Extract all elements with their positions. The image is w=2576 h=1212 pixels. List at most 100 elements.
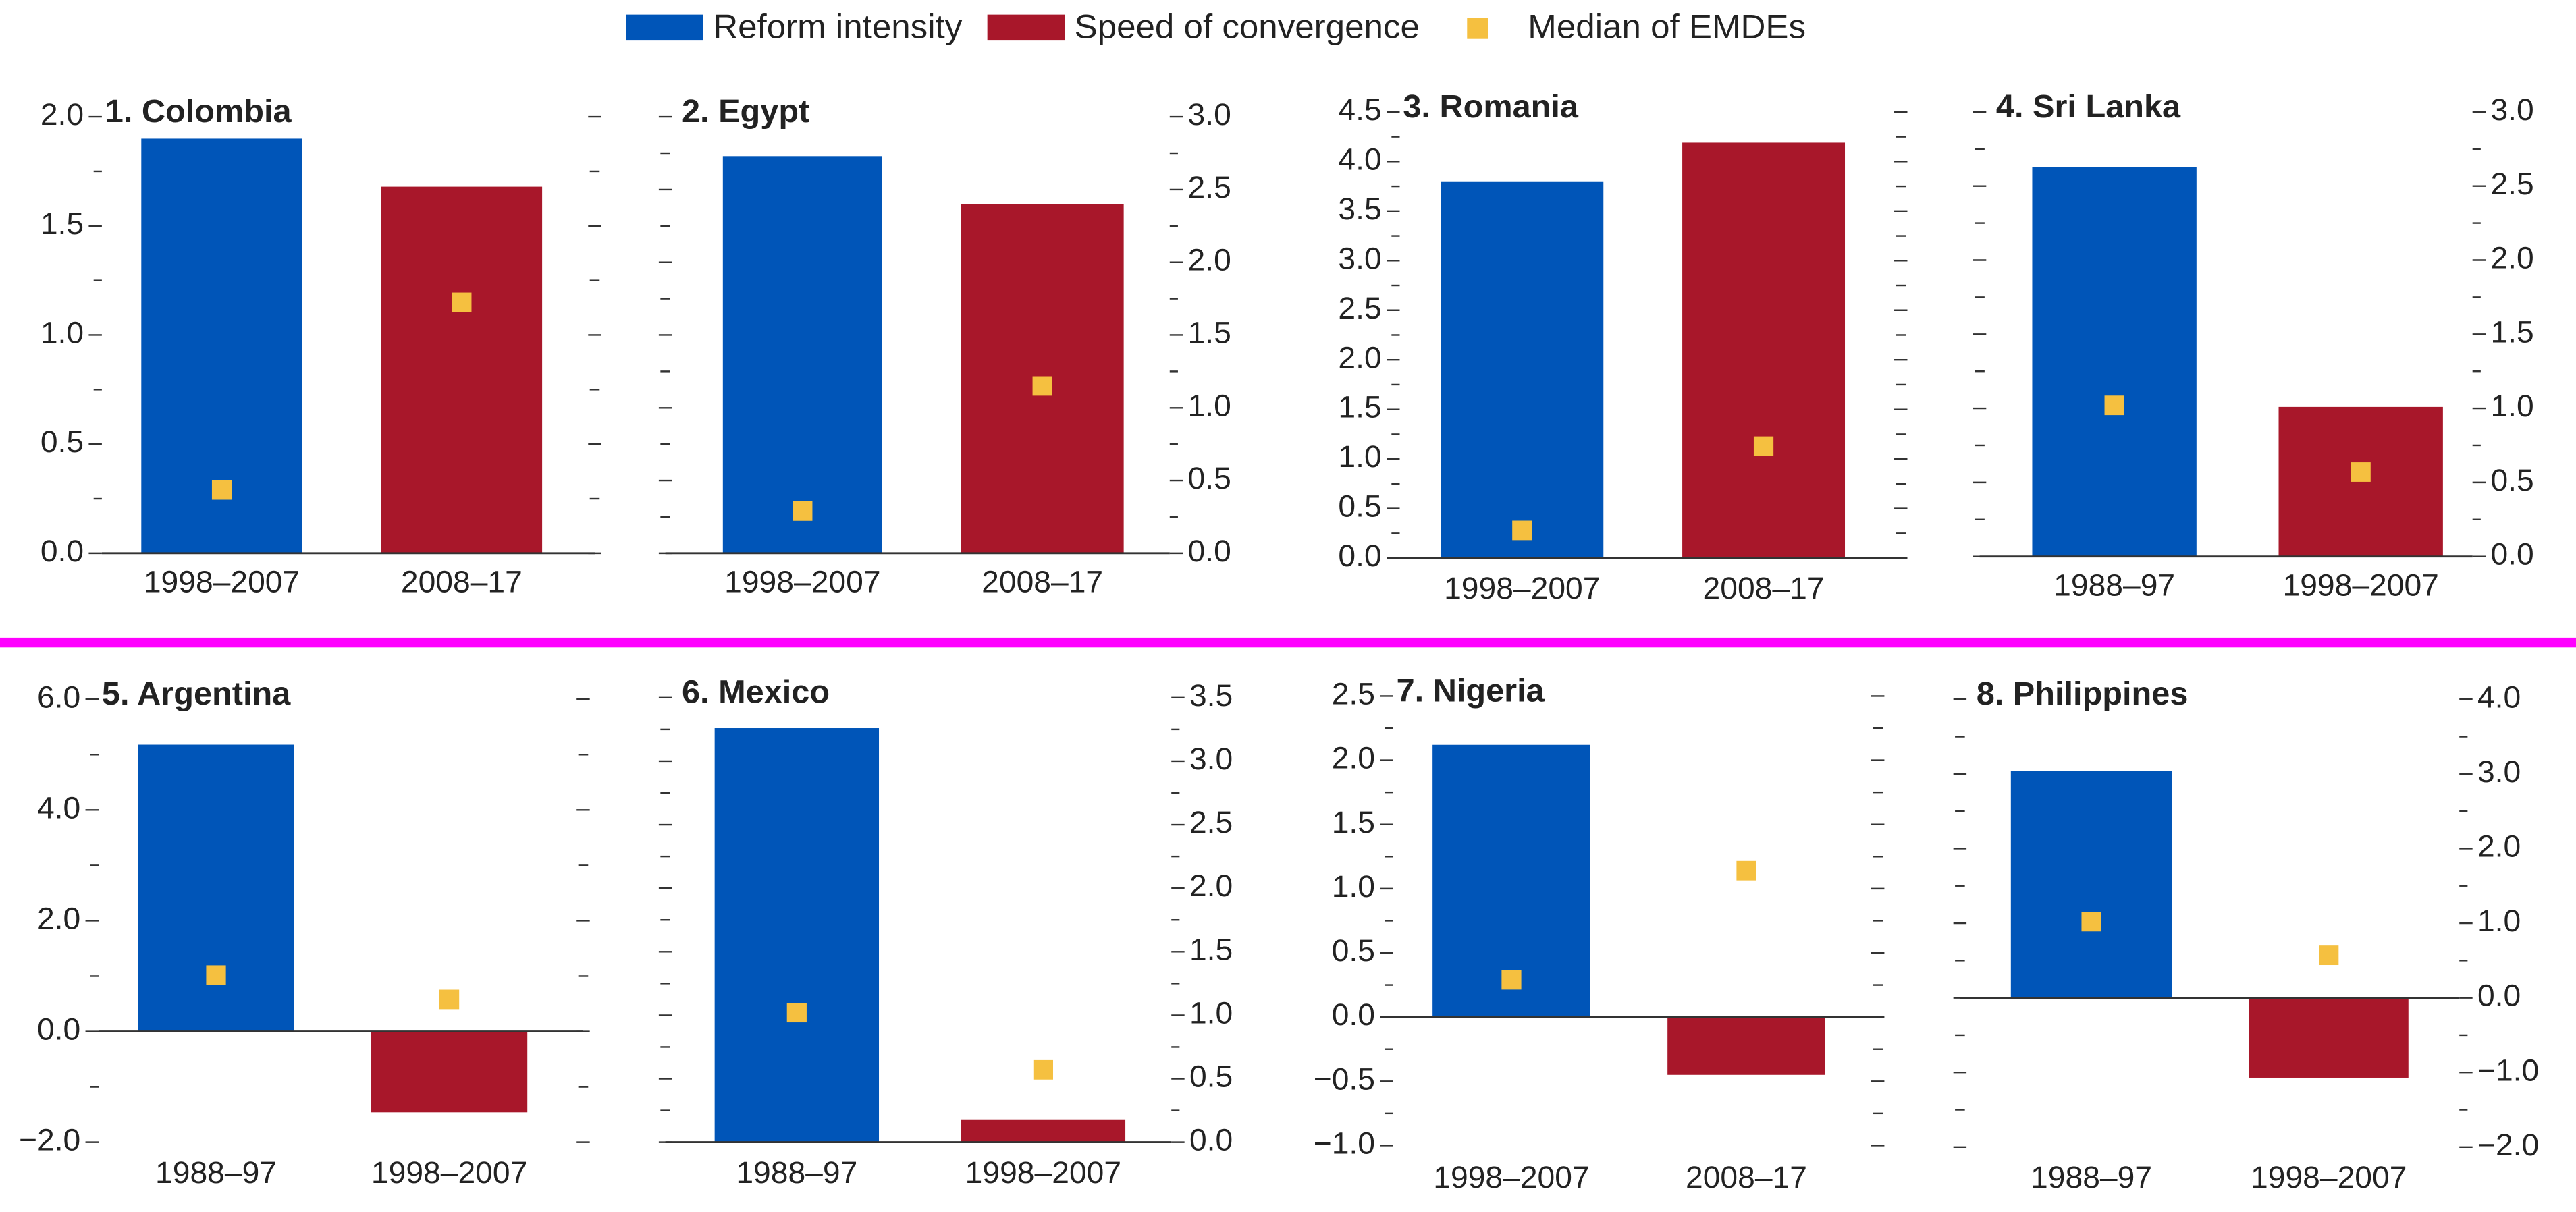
bar bbox=[714, 728, 880, 1142]
median-marker bbox=[206, 965, 226, 985]
median-marker bbox=[2081, 912, 2101, 932]
y-tick-label: 1.0 bbox=[1332, 869, 1375, 904]
x-tick-label: 1988–97 bbox=[736, 1155, 857, 1190]
bar bbox=[2249, 997, 2409, 1078]
legend-swatch bbox=[1467, 18, 1488, 39]
median-marker bbox=[1736, 860, 1756, 881]
x-tick-label: 2008–17 bbox=[1686, 1159, 1807, 1194]
legend-label: Reform intensity bbox=[713, 7, 963, 46]
x-tick-label: 1988–97 bbox=[155, 1155, 277, 1190]
x-tick-label: 2008–17 bbox=[401, 564, 522, 599]
x-tick-label: 1998–2007 bbox=[144, 564, 300, 599]
y-tick-label: 0.0 bbox=[2490, 536, 2533, 572]
panel-title: 6. Mexico bbox=[682, 674, 830, 711]
median-marker bbox=[1033, 1059, 1053, 1080]
x-tick-label: 1998–2007 bbox=[2282, 568, 2438, 603]
bar bbox=[722, 156, 882, 553]
x-tick-label: 1998–2007 bbox=[1444, 570, 1600, 605]
legend-swatch bbox=[626, 14, 703, 41]
bar bbox=[381, 186, 543, 553]
y-tick-label: 0.5 bbox=[1189, 1059, 1233, 1094]
y-tick-label: 1.0 bbox=[1188, 388, 1231, 423]
median-marker bbox=[1512, 520, 1532, 541]
bar bbox=[2010, 771, 2172, 998]
x-tick-label: 1998–2007 bbox=[965, 1155, 1121, 1190]
y-tick-label: 2.5 bbox=[1332, 676, 1375, 711]
legend-label: Median of EMDEs bbox=[1528, 7, 1806, 46]
bar bbox=[961, 1119, 1126, 1142]
y-tick-label: 1.5 bbox=[1189, 932, 1233, 967]
panel-title: 2. Egypt bbox=[682, 93, 809, 130]
x-tick-label: 2008–17 bbox=[1703, 570, 1825, 605]
y-tick-label: 3.0 bbox=[2490, 92, 2533, 127]
bar bbox=[371, 1031, 528, 1113]
panel-title: 8. Philippines bbox=[1977, 676, 2189, 712]
y-tick-label: 1.5 bbox=[2490, 314, 2533, 350]
y-tick-label: 0.0 bbox=[1338, 538, 1381, 573]
y-tick-label: 1.0 bbox=[2477, 903, 2521, 938]
x-tick-label: 1988–97 bbox=[2031, 1159, 2152, 1194]
median-marker bbox=[793, 501, 813, 521]
median-marker bbox=[2319, 945, 2339, 966]
bar bbox=[1682, 142, 1846, 559]
y-tick-label: 0.0 bbox=[37, 1012, 80, 1047]
y-tick-label: 3.0 bbox=[1188, 97, 1231, 132]
y-tick-label: 0.0 bbox=[41, 533, 84, 568]
y-tick-label: 4.5 bbox=[1338, 92, 1381, 127]
y-tick-label: −2.0 bbox=[19, 1122, 80, 1157]
y-tick-label: −1.0 bbox=[2477, 1053, 2539, 1088]
x-tick-label: 1998–2007 bbox=[1433, 1159, 1589, 1194]
median-marker bbox=[1501, 970, 1522, 990]
median-marker bbox=[2104, 395, 2124, 416]
y-tick-label: 1.0 bbox=[1338, 439, 1381, 474]
y-tick-label: 2.0 bbox=[1188, 242, 1231, 277]
x-tick-label: 1998–2007 bbox=[2251, 1159, 2407, 1194]
y-tick-label: 0.5 bbox=[1188, 460, 1231, 495]
median-marker bbox=[439, 989, 460, 1010]
x-tick-label: 1988–97 bbox=[2054, 568, 2175, 603]
row-divider bbox=[0, 637, 2576, 648]
y-tick-label: 2.0 bbox=[1332, 740, 1375, 775]
y-tick-label: 1.0 bbox=[2490, 388, 2533, 423]
y-tick-label: 0.0 bbox=[1188, 533, 1231, 568]
panel-title: 7. Nigeria bbox=[1397, 673, 1545, 709]
panel-title: 3. Romania bbox=[1403, 88, 1579, 125]
bar bbox=[2032, 167, 2197, 557]
y-tick-label: 2.0 bbox=[41, 97, 84, 132]
y-tick-label: 1.0 bbox=[1189, 995, 1233, 1030]
y-tick-label: 2.5 bbox=[1188, 169, 1231, 204]
y-tick-label: 0.5 bbox=[1338, 489, 1381, 524]
x-tick-label: 1998–2007 bbox=[724, 564, 880, 599]
y-tick-label: 2.5 bbox=[2490, 166, 2533, 201]
y-tick-label: −0.5 bbox=[1314, 1062, 1375, 1097]
y-tick-label: −1.0 bbox=[1314, 1126, 1375, 1161]
legend-swatch bbox=[987, 14, 1065, 41]
bar bbox=[138, 744, 294, 1032]
y-tick-label: 2.0 bbox=[37, 901, 80, 936]
y-tick-label: 4.0 bbox=[37, 790, 80, 825]
y-tick-label: 0.5 bbox=[2490, 462, 2533, 497]
x-tick-label: 1998–2007 bbox=[371, 1155, 527, 1190]
y-tick-label: 0.0 bbox=[1189, 1122, 1233, 1157]
median-marker bbox=[452, 292, 472, 312]
x-tick-label: 2008–17 bbox=[982, 564, 1103, 599]
y-tick-label: 0.5 bbox=[41, 424, 84, 459]
y-tick-label: 2.5 bbox=[1338, 290, 1381, 325]
median-marker bbox=[2351, 462, 2371, 482]
panel-title: 4. Sri Lanka bbox=[1996, 88, 2181, 125]
y-tick-label: 0.5 bbox=[1332, 933, 1375, 968]
y-tick-label: 2.0 bbox=[2477, 829, 2521, 864]
panel-title: 5. Argentina bbox=[102, 676, 292, 712]
y-tick-label: 3.0 bbox=[2477, 754, 2521, 789]
median-marker bbox=[786, 1003, 807, 1023]
y-tick-label: 1.5 bbox=[41, 206, 84, 241]
bar bbox=[1441, 181, 1604, 559]
panel-title: 1. Colombia bbox=[105, 93, 292, 130]
y-tick-label: 2.0 bbox=[1189, 868, 1233, 903]
y-tick-label: 3.0 bbox=[1338, 241, 1381, 276]
y-tick-label: 2.5 bbox=[1189, 804, 1233, 839]
y-tick-label: −2.0 bbox=[2477, 1127, 2539, 1162]
y-tick-label: 1.5 bbox=[1338, 389, 1381, 424]
y-tick-label: 2.0 bbox=[2490, 240, 2533, 275]
